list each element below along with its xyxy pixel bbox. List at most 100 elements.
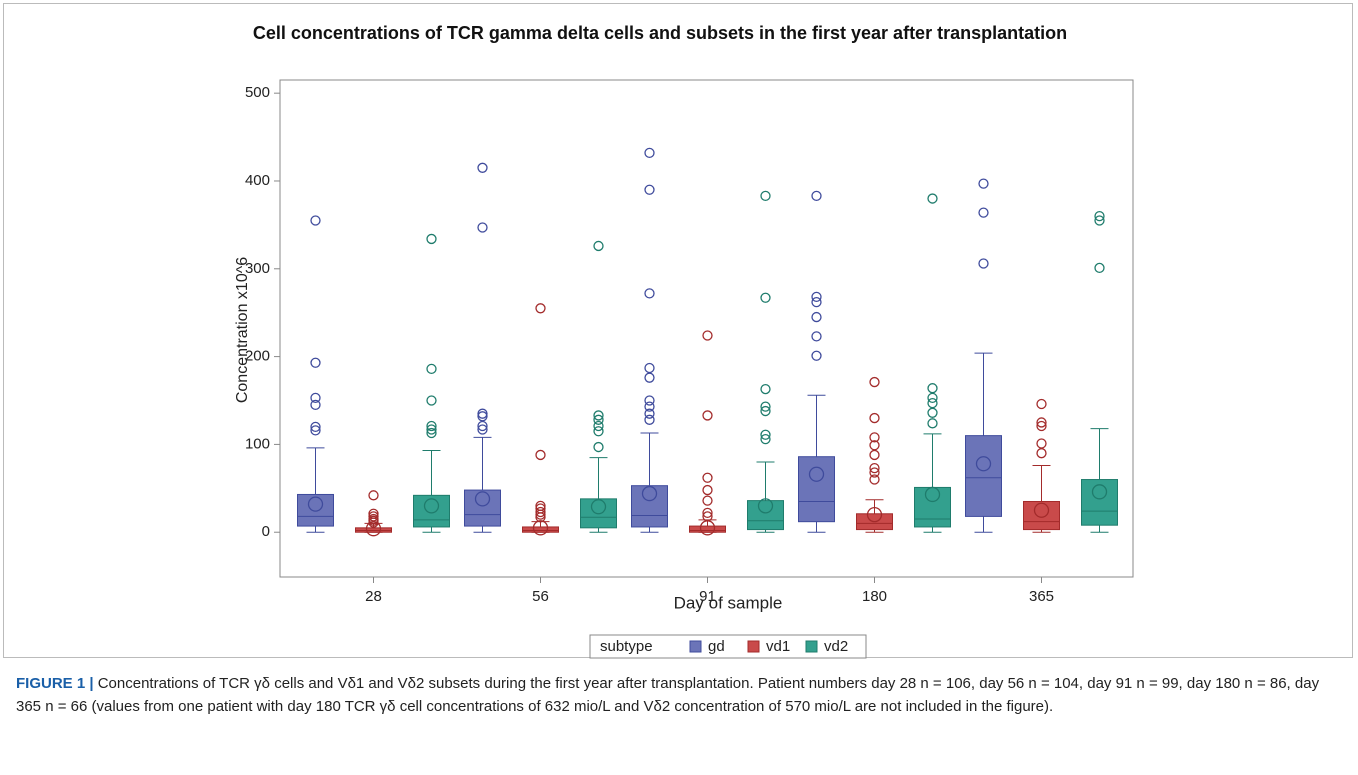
x-tick-label: 56 xyxy=(532,588,549,605)
box xyxy=(522,526,559,533)
outlier xyxy=(760,429,771,440)
mean-marker xyxy=(590,499,607,515)
outlier xyxy=(927,397,938,409)
outlier xyxy=(310,357,321,368)
legend-box xyxy=(589,634,867,659)
outlier xyxy=(644,372,655,383)
outlier xyxy=(477,424,488,435)
box xyxy=(747,500,784,531)
chart-title: Cell concentrations of TCR gamma delta c… xyxy=(252,23,1068,43)
outlier xyxy=(310,392,321,404)
outlier xyxy=(927,392,938,404)
outlier xyxy=(593,426,604,437)
outlier xyxy=(1036,438,1047,449)
outlier xyxy=(760,433,771,445)
outlier xyxy=(593,414,604,425)
outlier xyxy=(702,330,713,341)
mean-marker xyxy=(866,507,883,523)
box xyxy=(914,486,951,528)
box xyxy=(297,493,334,527)
outlier xyxy=(760,401,771,412)
outlier xyxy=(1094,210,1105,222)
outlier xyxy=(593,240,604,252)
outlier xyxy=(702,410,713,421)
outlier xyxy=(644,401,655,412)
mean-marker xyxy=(474,491,491,507)
outlier xyxy=(927,383,938,394)
outlier xyxy=(310,399,321,411)
outlier xyxy=(760,405,771,417)
outlier xyxy=(811,297,822,308)
outlier xyxy=(535,303,546,314)
mean-marker xyxy=(641,485,658,502)
outlier xyxy=(1036,398,1047,410)
outlier xyxy=(811,331,822,342)
outlier xyxy=(426,424,437,435)
outlier xyxy=(1036,417,1047,428)
outlier xyxy=(593,420,604,432)
mean-marker xyxy=(1033,502,1050,518)
outlier xyxy=(368,511,379,522)
outlier xyxy=(535,512,546,523)
outlier xyxy=(1094,215,1105,226)
outlier xyxy=(535,506,546,518)
outlier xyxy=(644,288,655,299)
box xyxy=(464,489,501,527)
x-tick-label: 28 xyxy=(365,588,382,605)
mean-marker xyxy=(532,520,549,536)
mean-marker xyxy=(365,521,382,537)
outlier xyxy=(368,517,379,528)
outlier xyxy=(811,291,822,303)
y-tick-label: 300 xyxy=(245,260,270,277)
outlier xyxy=(869,449,880,461)
x-tick-label: 180 xyxy=(862,588,887,605)
box xyxy=(1081,479,1118,526)
outlier xyxy=(477,408,488,419)
outlier xyxy=(644,395,655,406)
outlier xyxy=(702,495,713,506)
legend-swatch xyxy=(689,640,702,653)
box xyxy=(413,494,450,528)
caption-label: FIGURE 1 | xyxy=(16,675,94,692)
outlier xyxy=(869,467,880,478)
plot-frame xyxy=(279,79,1134,578)
outlier xyxy=(426,233,437,245)
legend-title: subtype xyxy=(600,638,653,655)
outlier xyxy=(927,407,938,418)
outlier xyxy=(760,292,771,303)
y-axis-label: Concentration x10^6 xyxy=(234,257,251,403)
legend-swatch xyxy=(805,640,818,653)
mean-marker xyxy=(924,486,941,503)
x-axis-label: Day of sample xyxy=(674,593,783,612)
outlier xyxy=(644,414,655,425)
mean-marker xyxy=(808,466,825,482)
chart: Day of sample Concentration x10^6 subtyp… xyxy=(234,79,1134,659)
outlier xyxy=(535,509,546,520)
outlier xyxy=(760,190,771,202)
outlier xyxy=(811,311,822,323)
legend-label: gd xyxy=(708,638,725,655)
outlier xyxy=(368,490,379,501)
box xyxy=(965,435,1002,517)
outlier xyxy=(702,484,713,496)
outlier xyxy=(927,418,938,429)
box xyxy=(689,525,726,533)
mean-marker xyxy=(1091,484,1108,500)
mean-marker xyxy=(307,496,324,512)
outlier xyxy=(1036,420,1047,432)
outlier xyxy=(477,222,488,233)
outlier xyxy=(426,427,437,439)
box xyxy=(798,456,835,523)
mean-marker xyxy=(975,456,992,472)
outlier xyxy=(869,462,880,474)
outlier xyxy=(593,410,604,421)
y-tick-label: 100 xyxy=(245,435,270,452)
y-tick-label: 400 xyxy=(245,172,270,189)
box xyxy=(631,485,668,528)
outlier xyxy=(811,350,822,361)
legend-label: vd2 xyxy=(824,638,848,655)
outlier xyxy=(644,408,655,419)
y-tick-label: 0 xyxy=(262,523,270,540)
outlier xyxy=(644,147,655,159)
